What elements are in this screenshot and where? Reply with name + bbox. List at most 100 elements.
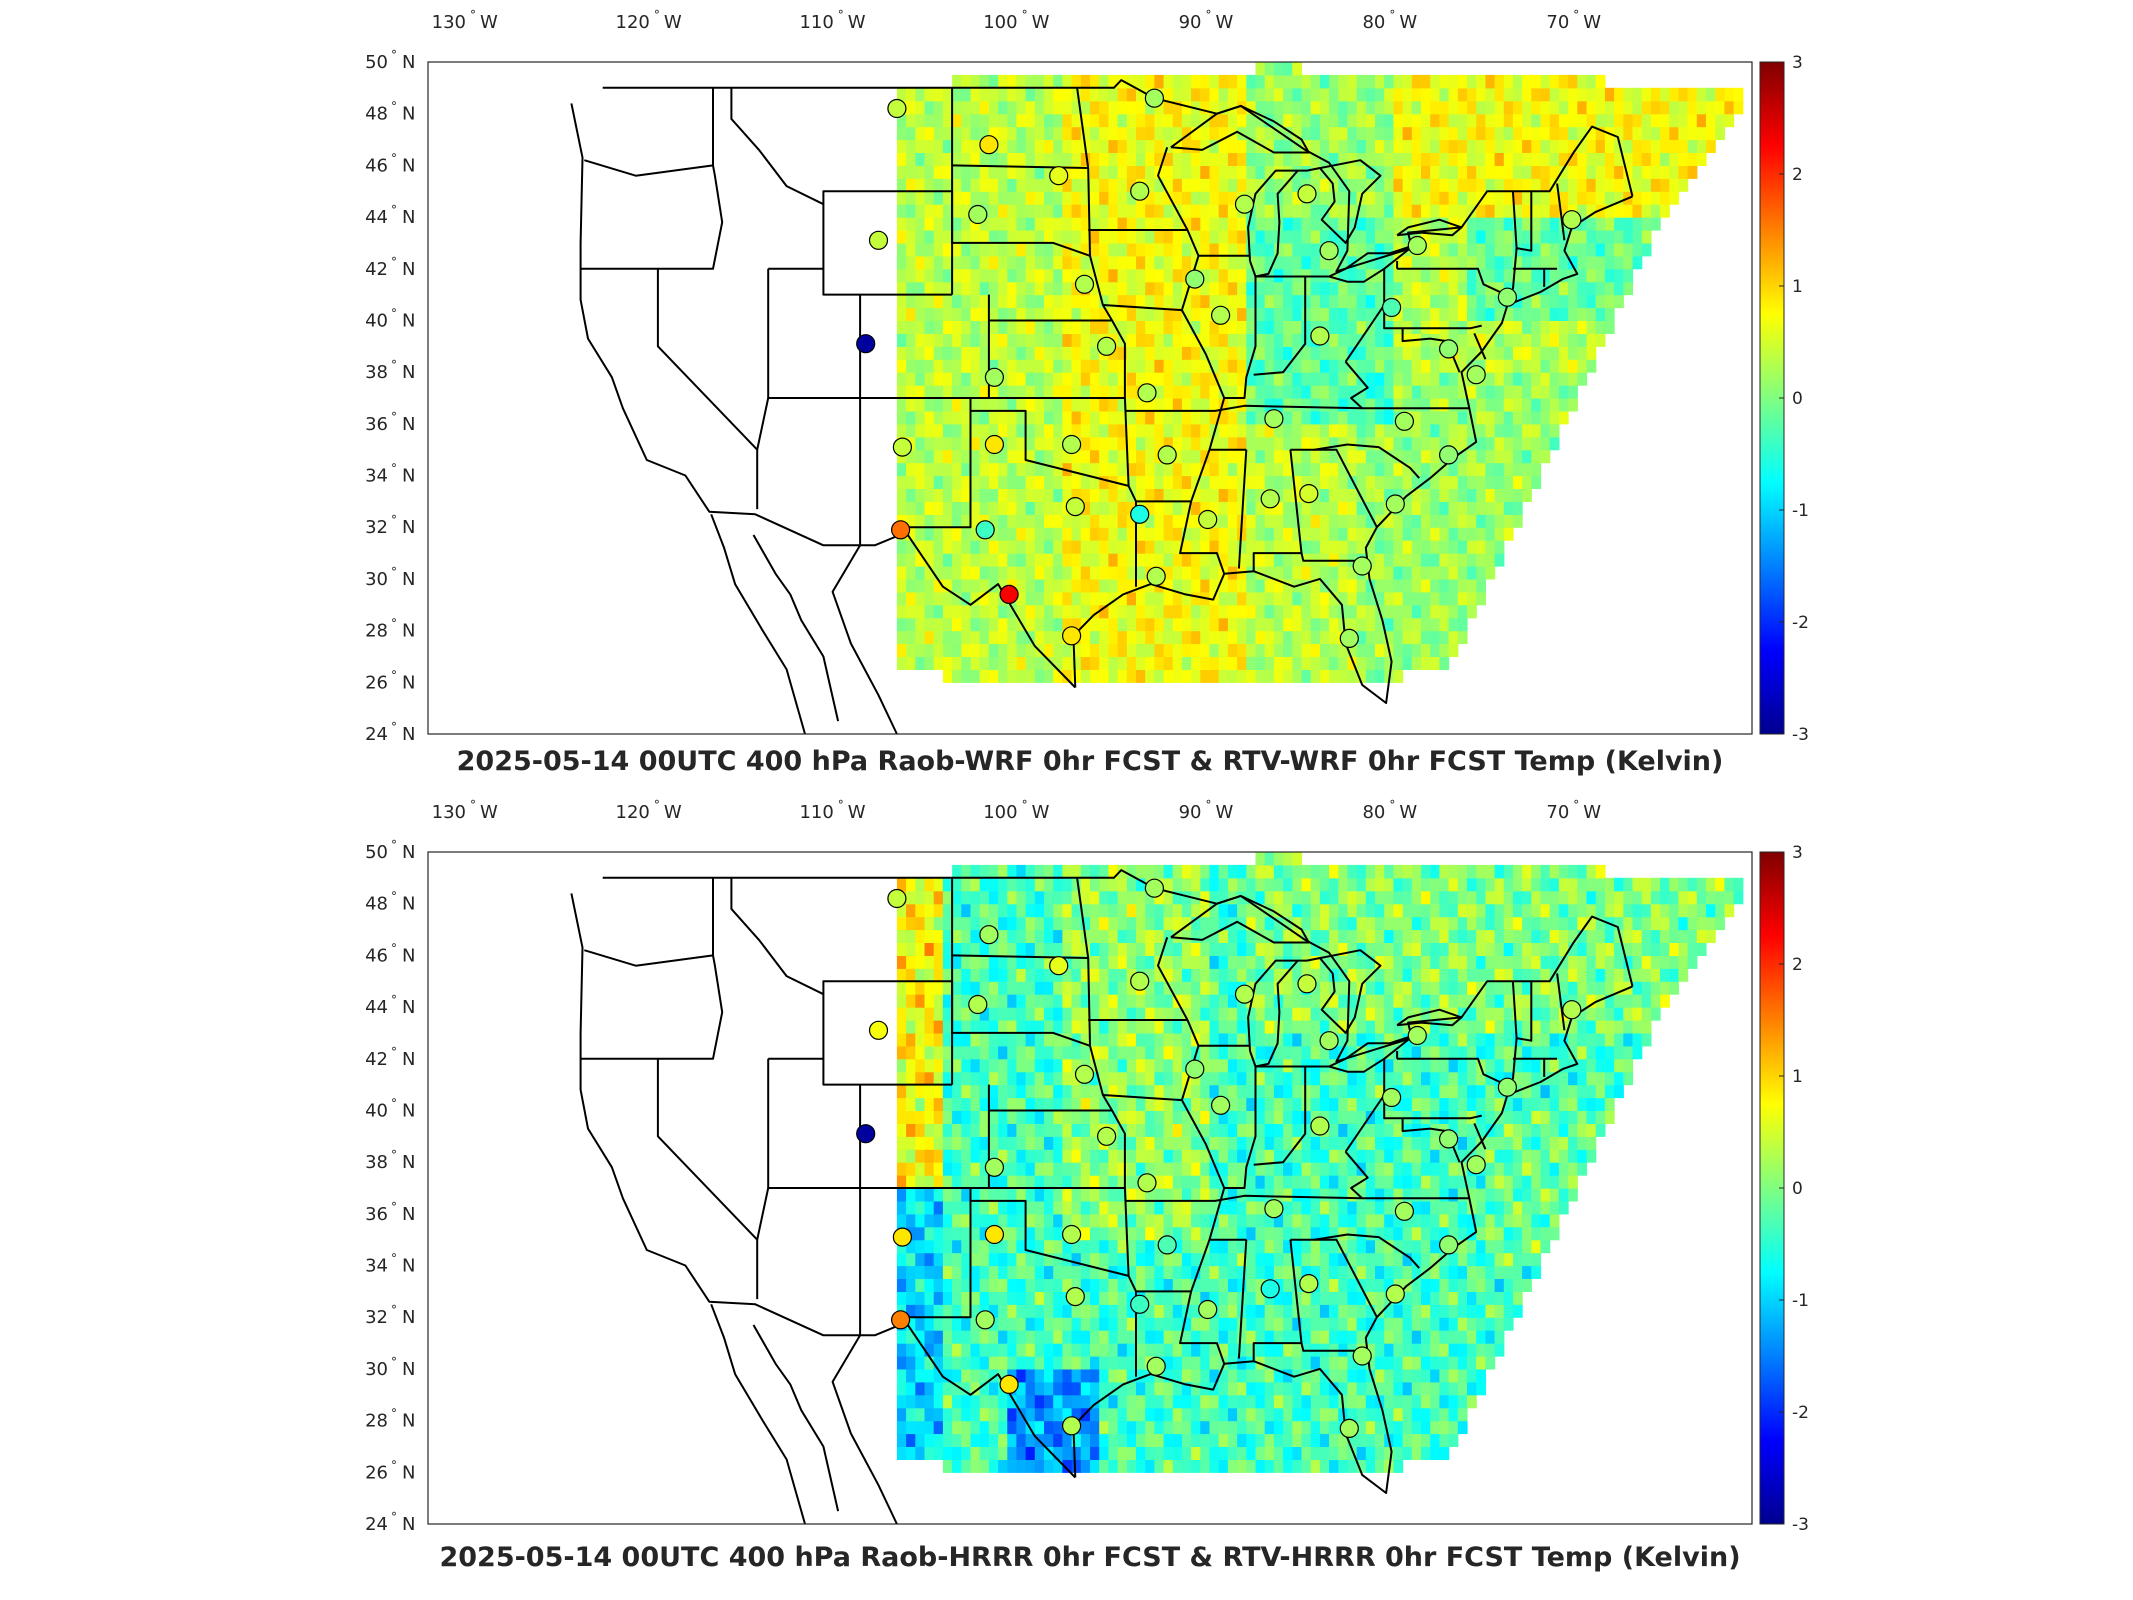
station-marker (1319, 1031, 1339, 1051)
lon-tick-label: 110 (799, 12, 833, 33)
map-plot-wrf: 130 ° W 120 ° W 110 ° W 100 ° W 90 ° W 80 ° W 70 ° W50 ° N48 ° N… (365, 8, 1809, 745)
state-border (951, 87, 1091, 257)
station-marker (1394, 1201, 1415, 1221)
state-border (1252, 1239, 1303, 1362)
lon-hemisphere-label: W (1216, 802, 1234, 823)
lat-hemisphere-label: N (402, 997, 415, 1018)
station-marker (1061, 1416, 1082, 1436)
colorbar-tick-label: 0 (1792, 1179, 1803, 1199)
raob-stations (856, 88, 1582, 649)
colorbar-tick-label: 3 (1792, 843, 1803, 863)
lon-tick-label: 80 (1362, 12, 1385, 33)
state-border (1397, 267, 1507, 296)
station-marker (975, 1310, 995, 1330)
colorbar-tick-label: -3 (1792, 1515, 1809, 1535)
lat-hemisphere-label: N (402, 842, 415, 863)
lat-hemisphere-label: N (402, 672, 415, 693)
state-border (952, 954, 1089, 959)
state-border (1473, 333, 1487, 360)
lon-hemisphere-label: W (1583, 802, 1601, 823)
degree-symbol: ° (391, 151, 397, 165)
degree-symbol: ° (391, 462, 397, 476)
lon-hemisphere-label: W (480, 12, 498, 33)
state-border (1344, 304, 1386, 363)
state-border (580, 877, 724, 1060)
coastline-baja (710, 1303, 806, 1525)
degree-symbol: ° (1573, 798, 1579, 812)
lon-hemisphere-label: W (1032, 12, 1050, 33)
lon-hemisphere-label: W (848, 802, 866, 823)
lat-tick-label: 48 (365, 894, 388, 915)
state-border (951, 877, 1091, 1047)
lon-hemisphere-label: W (1399, 12, 1417, 33)
station-marker (1438, 1235, 1459, 1255)
state-border (1473, 1123, 1487, 1150)
state-border (767, 268, 862, 546)
station-marker (1260, 489, 1280, 509)
lat-hemisphere-label: N (402, 1256, 415, 1277)
lat-hemisphere-label: N (402, 945, 415, 966)
station-marker (1264, 1199, 1284, 1219)
station-marker (1438, 1129, 1459, 1149)
state-border (952, 164, 1089, 169)
station-marker (1310, 326, 1330, 346)
station-marker (1061, 434, 1082, 455)
station-marker (1157, 445, 1177, 465)
state-border (1124, 404, 1469, 412)
lon-tick-label: 100 (983, 802, 1017, 823)
degree-symbol: ° (654, 798, 660, 812)
state-border (1344, 1094, 1386, 1153)
station-marker (1234, 194, 1255, 214)
degree-symbol: ° (391, 410, 397, 424)
station-marker (1096, 336, 1117, 356)
state-border (1124, 1194, 1469, 1202)
lat-hemisphere-label: N (402, 1101, 415, 1122)
degree-symbol: ° (391, 100, 397, 114)
state-border (1253, 276, 1307, 376)
station-marker (999, 584, 1019, 605)
lon-tick-label: 130 (432, 12, 466, 33)
station-marker (979, 925, 999, 945)
lat-hemisphere-label: N (402, 569, 415, 590)
station-marker (1137, 383, 1157, 403)
station-marker (1234, 984, 1255, 1004)
degree-symbol: ° (391, 1407, 397, 1421)
degree-symbol: ° (391, 1045, 397, 1059)
lon-hemisphere-label: W (480, 802, 498, 823)
great-lake-outline (1306, 949, 1382, 1034)
station-marker (1130, 1294, 1150, 1314)
state-border (584, 159, 714, 177)
station-marker (1198, 1299, 1218, 1320)
state-border (1314, 443, 1420, 479)
station-marker (1385, 494, 1405, 514)
colorbar-tick-label: 2 (1792, 165, 1803, 185)
lat-tick-label: 26 (365, 672, 388, 693)
coastline-sonora (831, 1334, 898, 1525)
station-marker (1352, 1346, 1372, 1366)
state-border (1253, 1066, 1307, 1166)
station-marker (1497, 1077, 1518, 1097)
station-marker (1394, 411, 1415, 431)
map-outlines (570, 79, 1634, 735)
degree-symbol: ° (838, 8, 844, 22)
lon-hemisphere-label: W (848, 12, 866, 33)
lon-hemisphere-label: W (664, 12, 682, 33)
colorbar-tick-label: 1 (1792, 277, 1803, 297)
lat-tick-label: 24 (365, 724, 388, 745)
lat-hemisphere-label: N (402, 466, 415, 487)
map-panel-hrrr: 130 ° W 120 ° W 110 ° W 100 ° W 90 ° W 80 ° W 70 ° W 50 ° N 48 ° N… (0, 790, 2133, 1590)
lat-tick-label: 42 (365, 259, 388, 280)
coastline-gulf-california (752, 1324, 840, 1512)
degree-symbol: ° (654, 8, 660, 22)
degree-symbol: ° (391, 617, 397, 631)
station-marker (1185, 269, 1205, 289)
degree-symbol: ° (391, 513, 397, 527)
lat-hemisphere-label: N (402, 1204, 415, 1225)
state-border (1290, 448, 1378, 528)
station-marker (1065, 1287, 1085, 1307)
station-marker (1096, 1126, 1117, 1146)
station-marker (1297, 974, 1317, 994)
degree-symbol: ° (391, 1458, 397, 1472)
station-marker (1339, 628, 1359, 649)
station-marker (1562, 210, 1582, 230)
